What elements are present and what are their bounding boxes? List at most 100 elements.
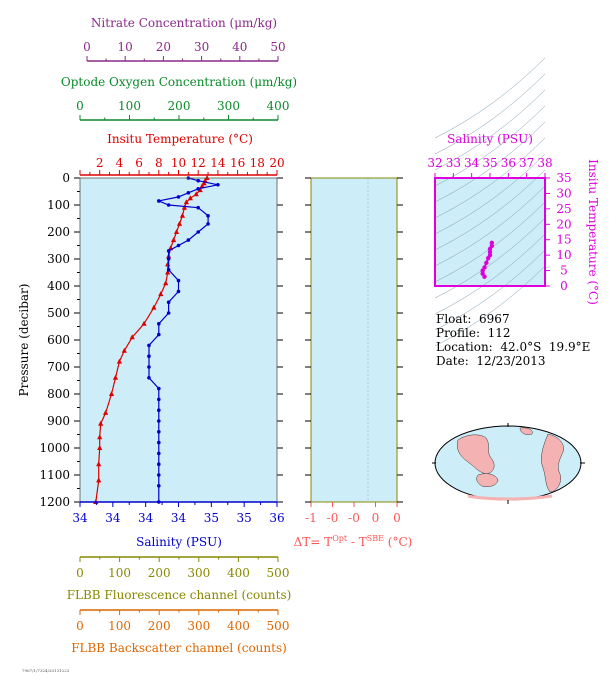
salinity-point xyxy=(166,300,171,305)
temperature-tick-label: 10 xyxy=(171,156,186,170)
salinity-point xyxy=(166,203,171,207)
delta-t-tick-label: -1 xyxy=(305,511,317,525)
salinity-tick-label: 35 xyxy=(237,511,252,525)
temperature-point xyxy=(183,199,189,205)
salinity-point xyxy=(176,289,181,294)
ts-isoline xyxy=(434,89,546,171)
land-americas xyxy=(541,433,564,493)
land-asia-australia xyxy=(457,434,495,475)
salinity-point xyxy=(206,214,210,218)
salinity-point xyxy=(176,243,181,248)
oxygen-axis: 0 100 200 300 400 xyxy=(76,99,290,121)
salinity-point xyxy=(147,354,151,359)
oxygen-tick-label: 400 xyxy=(267,99,290,113)
temperature-point xyxy=(176,220,183,226)
temperature-point xyxy=(179,212,186,218)
temperature-point xyxy=(121,347,127,353)
temperature-point xyxy=(116,358,122,364)
temperature-point xyxy=(163,280,169,286)
ts-density-isolines xyxy=(434,57,546,347)
ts-point xyxy=(487,252,493,258)
temperature-point xyxy=(201,180,207,186)
salinity-point xyxy=(176,278,181,283)
ts-x-tick-label: 36 xyxy=(501,156,516,170)
fluorescence-axis-label: FLBB Fluorescence channel (counts) xyxy=(67,588,292,602)
salinity-point xyxy=(166,249,171,253)
fluorescence-tick-label: 400 xyxy=(227,566,250,580)
salinity-point xyxy=(147,343,151,348)
temperature-point xyxy=(103,409,109,415)
temperature-tick-label: 18 xyxy=(250,156,265,170)
salinity-tick-label: 36 xyxy=(269,511,284,525)
temperature-tick-label: 16 xyxy=(230,156,245,170)
fluorescence-tick-label: 100 xyxy=(108,566,131,580)
fluorescence-tick-label: 0 xyxy=(76,566,84,580)
land-greenland xyxy=(519,427,533,435)
pressure-tick-label: 0 xyxy=(62,171,70,185)
temperature-point xyxy=(187,195,193,201)
temperature-axis-label: Insitu Temperature (°C) xyxy=(107,132,253,146)
ts-x-tick-label: 32 xyxy=(427,156,442,170)
ts-x-tick-label: 35 xyxy=(482,156,497,170)
oxygen-tick-label: 300 xyxy=(217,99,240,113)
fluorescence-tick-label: 300 xyxy=(187,566,210,580)
ts-y-tick-label: 0 xyxy=(560,279,568,293)
ts-isoline xyxy=(434,265,546,347)
ts-isoline xyxy=(434,233,546,315)
ts-title: Salinity (PSU) xyxy=(447,132,533,146)
temperature-point xyxy=(181,204,188,210)
temperature-point xyxy=(204,175,210,180)
temperature-tick-label: 2 xyxy=(96,156,104,170)
salinity-axis-label: Salinity (PSU) xyxy=(136,535,222,549)
backscatter-tick-label: 200 xyxy=(148,619,171,633)
ts-point xyxy=(489,243,495,249)
salinity-tick-label: 35 xyxy=(204,511,219,525)
salinity-point xyxy=(157,473,161,477)
ts-isoline xyxy=(434,249,546,331)
temperature-point xyxy=(193,191,199,197)
delta-t-label-suffix: (°C) xyxy=(384,535,412,549)
temperature-point xyxy=(96,461,102,467)
ts-isoline xyxy=(434,105,546,187)
temperature-tick-label: 14 xyxy=(210,156,226,170)
pressure-tick-label: 300 xyxy=(47,252,70,266)
delta-t-label-sup1: Opt xyxy=(332,534,348,543)
nitrate-tick-label: 10 xyxy=(118,40,133,54)
ocean xyxy=(434,425,582,501)
salinity-point xyxy=(157,419,161,423)
backscatter-tick-label: 100 xyxy=(108,619,131,633)
salinity-point xyxy=(157,451,161,456)
salinity-point xyxy=(216,182,220,187)
date: Date: 12/23/2013 xyxy=(436,354,546,368)
ts-y-tick-label: 20 xyxy=(556,217,571,231)
float-id: Float: 6967 xyxy=(436,312,510,326)
land-antarctica xyxy=(467,494,553,501)
nitrate-tick-label: 40 xyxy=(232,40,247,54)
nitrate-axis-label: Nitrate Concentration (μm/kg) xyxy=(91,16,277,30)
temperature-point xyxy=(108,391,115,396)
ts-point xyxy=(480,271,485,276)
salinity-point xyxy=(157,408,161,413)
delta-t-tick-label: -0 xyxy=(327,511,339,525)
salinity-tick-label: 34 xyxy=(171,511,187,525)
ts-point xyxy=(484,260,489,266)
temperature-point xyxy=(197,187,203,193)
nitrate-tick-label: 30 xyxy=(194,40,209,54)
ts-plot-area xyxy=(435,178,545,286)
salinity-point xyxy=(157,440,161,445)
ts-x-tick-label: 34 xyxy=(464,156,480,170)
fluorescence-axis: 0 100 200 300 400 500 xyxy=(76,556,289,580)
backscatter-axis-label: FLBB Backscatter channel (counts) xyxy=(71,641,287,655)
backscatter-tick-label: 500 xyxy=(267,619,290,633)
ts-isoline xyxy=(434,169,546,251)
nitrate-tick-label: 20 xyxy=(156,40,171,54)
location: Location: 42.0°S 19.9°E xyxy=(436,340,591,354)
pressure-tick-label: 400 xyxy=(47,279,70,293)
temperature-point xyxy=(97,434,103,440)
fluorescence-tick-label: 200 xyxy=(148,566,171,580)
ts-x-tick-label: 33 xyxy=(446,156,461,170)
salinity-point xyxy=(196,230,200,234)
ts-isoline xyxy=(434,217,546,299)
footer-code: 7967/1/7324/20131223 xyxy=(22,668,70,673)
salinity-point xyxy=(157,430,161,434)
